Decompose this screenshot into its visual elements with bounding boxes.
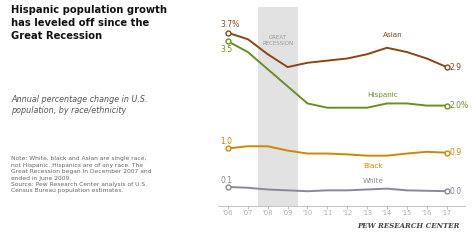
Bar: [258, 7, 298, 206]
Text: Note: White, black and Asian are single race,
not Hispanic. Hispanics are of any: Note: White, black and Asian are single …: [11, 156, 152, 193]
Text: 2.0%: 2.0%: [450, 101, 469, 110]
Text: 2.9: 2.9: [450, 63, 462, 72]
Text: Hispanic: Hispanic: [367, 92, 398, 98]
Text: Asian: Asian: [383, 32, 402, 38]
Text: 3.5: 3.5: [220, 45, 232, 54]
Text: GREAT
RECESSION: GREAT RECESSION: [262, 35, 293, 46]
Text: Annual percentage change in U.S.
population, by race/ethnicity: Annual percentage change in U.S. populat…: [11, 95, 147, 115]
Text: 0.1: 0.1: [220, 176, 232, 185]
Text: Hispanic population growth
has leveled off since the
Great Recession: Hispanic population growth has leveled o…: [11, 5, 167, 41]
Text: PEW RESEARCH CENTER: PEW RESEARCH CENTER: [357, 222, 460, 230]
Text: 0.9: 0.9: [450, 148, 462, 157]
Text: 0.0: 0.0: [450, 187, 462, 196]
Text: Black: Black: [363, 163, 383, 169]
Text: White: White: [363, 178, 384, 184]
Text: 1.0: 1.0: [220, 137, 232, 146]
Text: 3.7%: 3.7%: [220, 19, 239, 28]
